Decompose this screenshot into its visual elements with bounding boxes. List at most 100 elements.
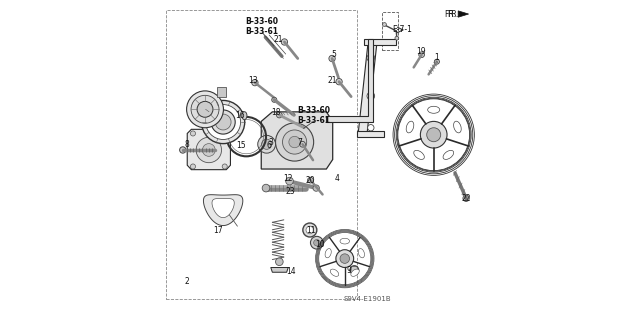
Circle shape bbox=[350, 266, 359, 274]
Text: S9V4-E1901B: S9V4-E1901B bbox=[343, 296, 391, 301]
Circle shape bbox=[308, 177, 314, 183]
Text: 3: 3 bbox=[268, 137, 273, 146]
Text: B-33-60
B-33-61: B-33-60 B-33-61 bbox=[246, 17, 278, 36]
Circle shape bbox=[367, 54, 374, 62]
Circle shape bbox=[202, 100, 244, 144]
Polygon shape bbox=[458, 11, 468, 17]
Circle shape bbox=[258, 135, 276, 153]
Ellipse shape bbox=[428, 106, 440, 113]
Circle shape bbox=[367, 92, 374, 100]
Text: 2: 2 bbox=[185, 277, 189, 286]
Ellipse shape bbox=[413, 150, 424, 160]
Circle shape bbox=[205, 105, 241, 139]
Circle shape bbox=[282, 130, 307, 154]
Ellipse shape bbox=[242, 112, 247, 120]
Polygon shape bbox=[212, 198, 234, 218]
Ellipse shape bbox=[358, 249, 364, 258]
Ellipse shape bbox=[325, 249, 332, 258]
Circle shape bbox=[285, 177, 293, 185]
Text: 7: 7 bbox=[297, 137, 302, 146]
Ellipse shape bbox=[443, 150, 454, 160]
Text: 18: 18 bbox=[271, 108, 281, 117]
Text: B-33-60
B-33-61: B-33-60 B-33-61 bbox=[297, 106, 330, 125]
Text: 22: 22 bbox=[462, 194, 472, 203]
Text: 1: 1 bbox=[435, 53, 439, 62]
Circle shape bbox=[310, 236, 323, 249]
Circle shape bbox=[336, 250, 354, 268]
Polygon shape bbox=[217, 87, 227, 97]
Polygon shape bbox=[358, 41, 377, 134]
Circle shape bbox=[276, 258, 283, 266]
Circle shape bbox=[262, 139, 272, 149]
Polygon shape bbox=[261, 112, 333, 169]
Text: 13: 13 bbox=[248, 76, 257, 85]
Circle shape bbox=[211, 110, 235, 134]
Circle shape bbox=[463, 195, 469, 201]
Text: 23: 23 bbox=[286, 187, 296, 197]
Text: 21: 21 bbox=[273, 35, 283, 44]
Circle shape bbox=[395, 36, 399, 40]
Text: FR.: FR. bbox=[447, 11, 459, 19]
Polygon shape bbox=[271, 268, 288, 272]
Circle shape bbox=[383, 23, 387, 26]
Text: 5: 5 bbox=[331, 49, 336, 59]
Circle shape bbox=[191, 95, 219, 123]
Text: 8: 8 bbox=[184, 140, 189, 149]
Circle shape bbox=[222, 131, 227, 136]
Ellipse shape bbox=[351, 269, 359, 276]
Circle shape bbox=[435, 59, 440, 64]
Ellipse shape bbox=[454, 121, 461, 133]
Circle shape bbox=[276, 123, 314, 161]
Circle shape bbox=[314, 240, 320, 246]
Text: 15: 15 bbox=[236, 141, 246, 150]
Circle shape bbox=[196, 137, 221, 163]
Circle shape bbox=[252, 79, 258, 86]
Circle shape bbox=[180, 147, 186, 153]
Text: 16: 16 bbox=[235, 111, 244, 120]
Circle shape bbox=[420, 122, 447, 148]
Circle shape bbox=[419, 52, 424, 57]
Text: 20: 20 bbox=[305, 176, 315, 185]
Circle shape bbox=[222, 164, 227, 169]
Text: E-7-1: E-7-1 bbox=[392, 26, 412, 34]
Circle shape bbox=[340, 254, 349, 263]
Circle shape bbox=[262, 184, 270, 192]
Polygon shape bbox=[188, 129, 230, 170]
Text: 6: 6 bbox=[267, 141, 271, 150]
Polygon shape bbox=[358, 131, 383, 137]
Polygon shape bbox=[204, 195, 243, 226]
Circle shape bbox=[300, 141, 305, 147]
Circle shape bbox=[276, 112, 282, 118]
Circle shape bbox=[191, 131, 195, 136]
Text: 11: 11 bbox=[307, 226, 316, 234]
Ellipse shape bbox=[340, 238, 349, 244]
Text: 17: 17 bbox=[213, 226, 223, 234]
Circle shape bbox=[197, 101, 213, 117]
Circle shape bbox=[329, 55, 335, 62]
Circle shape bbox=[272, 97, 277, 102]
Circle shape bbox=[313, 185, 319, 191]
Circle shape bbox=[427, 128, 441, 142]
Ellipse shape bbox=[406, 121, 414, 133]
Circle shape bbox=[303, 223, 317, 237]
Ellipse shape bbox=[330, 269, 339, 276]
Circle shape bbox=[336, 78, 342, 85]
Text: 14: 14 bbox=[287, 267, 296, 276]
Text: 19: 19 bbox=[416, 47, 426, 56]
Circle shape bbox=[187, 91, 223, 128]
Circle shape bbox=[306, 226, 314, 234]
Circle shape bbox=[289, 136, 300, 148]
Circle shape bbox=[215, 114, 231, 130]
Circle shape bbox=[281, 39, 287, 45]
Polygon shape bbox=[326, 40, 373, 122]
Text: 9: 9 bbox=[346, 265, 351, 275]
Text: 4: 4 bbox=[335, 174, 340, 183]
Circle shape bbox=[202, 144, 215, 156]
Circle shape bbox=[367, 124, 374, 131]
Text: 10: 10 bbox=[315, 240, 325, 249]
Polygon shape bbox=[364, 39, 396, 45]
Text: FR.: FR. bbox=[444, 10, 456, 19]
Text: 12: 12 bbox=[283, 174, 292, 183]
Text: 21: 21 bbox=[327, 76, 337, 85]
Circle shape bbox=[191, 164, 195, 169]
